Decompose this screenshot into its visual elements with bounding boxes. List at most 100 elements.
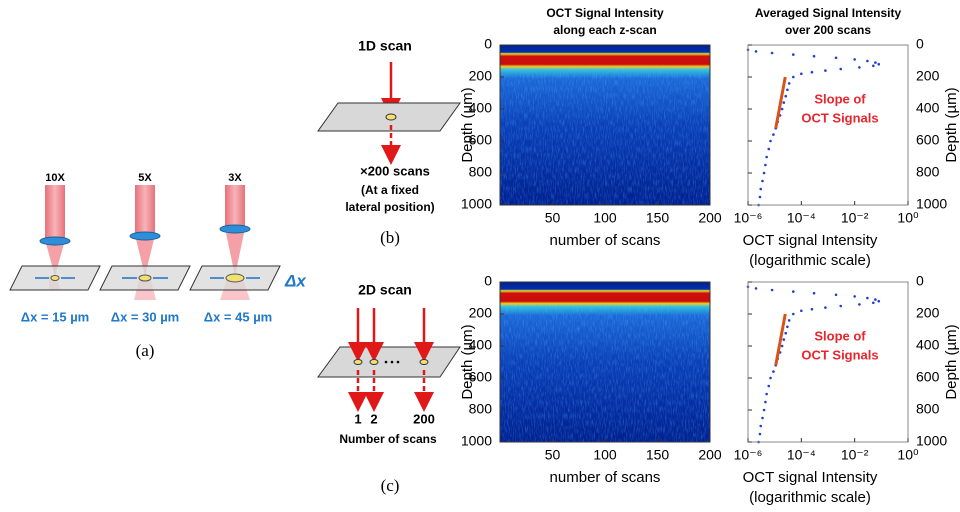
x-tick-label: 200 bbox=[698, 210, 722, 226]
plot-frame bbox=[747, 44, 909, 206]
chart-title: OCT Signal Intensity bbox=[546, 6, 664, 20]
annotation: OCT Signals bbox=[801, 347, 878, 362]
data-point bbox=[800, 72, 803, 76]
y-tick-label: 1000 bbox=[461, 433, 492, 449]
data-point bbox=[759, 424, 763, 428]
panel-title: 1D scan bbox=[358, 38, 412, 54]
x-axis-label: (logarithmic scale) bbox=[749, 489, 871, 506]
x-axis-label: number of scans bbox=[550, 232, 661, 249]
annotation: OCT Signals bbox=[801, 110, 878, 125]
data-point bbox=[770, 288, 774, 292]
chart-title: along each z-scan bbox=[553, 23, 656, 37]
data-point bbox=[800, 309, 803, 313]
y-axis-label: Depth (µm) bbox=[459, 87, 476, 162]
data-point bbox=[780, 107, 784, 111]
x-tick-label: 50 bbox=[545, 210, 561, 226]
data-point bbox=[787, 319, 791, 322]
data-point bbox=[872, 64, 875, 68]
x-tick-label: 10⁻⁴ bbox=[787, 210, 816, 226]
slope-line bbox=[774, 313, 787, 366]
y-tick-label: 600 bbox=[916, 132, 940, 148]
data-point bbox=[767, 384, 771, 388]
repeat-label: ×200 scans bbox=[360, 163, 430, 178]
data-point bbox=[812, 54, 816, 58]
chart-title: over 200 scans bbox=[785, 23, 871, 37]
data-point bbox=[810, 70, 814, 74]
x-tick-label: 100 bbox=[593, 210, 617, 226]
data-point bbox=[770, 51, 774, 55]
y-tick-label: 1000 bbox=[461, 196, 492, 212]
x-tick-label: 10⁻² bbox=[841, 210, 869, 226]
data-point bbox=[834, 56, 838, 60]
y-tick-label: 0 bbox=[916, 273, 924, 289]
delta-x-symbol: Δx bbox=[284, 271, 307, 290]
x-tick-label: 10⁰ bbox=[897, 210, 919, 226]
y-tick-label: 200 bbox=[916, 305, 940, 321]
data-point bbox=[786, 88, 789, 92]
data-point bbox=[858, 66, 861, 69]
data-point bbox=[769, 139, 772, 143]
data-point bbox=[792, 290, 795, 293]
x-tick-label: 100 bbox=[593, 447, 617, 463]
data-point bbox=[787, 82, 791, 85]
data-point bbox=[866, 59, 869, 63]
data-point bbox=[877, 299, 881, 303]
objective-label: 5X bbox=[138, 172, 152, 184]
data-point bbox=[780, 344, 784, 348]
y-tick-label: 600 bbox=[469, 369, 493, 385]
panel-b: 1D scan ×200 scans (At a fixed lateral p… bbox=[317, 38, 461, 247]
slope-line bbox=[774, 76, 787, 129]
panel-c: 2D scan 1 2 200 Number of scans (c) bbox=[317, 282, 461, 495]
x-tick-label: 150 bbox=[646, 447, 670, 463]
panel-a: 10X 5X 3X Δx Δx = 15 µm Δx = 30 µm Δx = … bbox=[9, 172, 307, 360]
y-tick-label: 0 bbox=[484, 273, 492, 289]
data-point bbox=[767, 147, 771, 151]
scan-label: 1 bbox=[354, 411, 361, 426]
resolution-label: Δx = 15 µm bbox=[21, 309, 90, 324]
scan-label: 2 bbox=[370, 411, 377, 426]
x-tick-label: 10⁻⁶ bbox=[734, 210, 763, 226]
data-point bbox=[877, 62, 881, 66]
y-tick-label: 1000 bbox=[916, 196, 947, 212]
data-point bbox=[764, 163, 767, 167]
data-point bbox=[765, 155, 768, 159]
x-tick-label: 200 bbox=[698, 447, 722, 463]
x-axis-label: OCT signal Intensity bbox=[743, 232, 878, 249]
annotation: Slope of bbox=[814, 328, 866, 343]
data-point bbox=[858, 303, 861, 306]
data-point bbox=[772, 133, 775, 136]
note: (At a fixed bbox=[361, 183, 419, 197]
y-tick-label: 200 bbox=[916, 68, 940, 84]
y-tick-label: 400 bbox=[916, 337, 940, 353]
data-point bbox=[759, 187, 763, 191]
data-point bbox=[784, 94, 788, 98]
heatmap-texture bbox=[500, 67, 710, 206]
data-point bbox=[758, 432, 762, 436]
data-point bbox=[761, 416, 764, 420]
charts: OCT Signal Intensity along each z-scan 50 1… bbox=[459, 6, 960, 506]
resolution-label: Δx = 45 µm bbox=[204, 309, 273, 324]
y-tick-label: 0 bbox=[916, 36, 924, 52]
resolution-label: Δx = 30 µm bbox=[111, 309, 180, 324]
chart-title: Averaged Signal Intensity bbox=[755, 6, 902, 20]
plot-area bbox=[748, 45, 908, 205]
data-point bbox=[810, 307, 814, 311]
y-axis-label: Depth (µm) bbox=[459, 324, 476, 399]
data-point bbox=[792, 75, 795, 79]
panel-label: (a) bbox=[136, 341, 155, 360]
data-point bbox=[824, 306, 827, 309]
y-tick-label: 1000 bbox=[916, 433, 947, 449]
plot-area bbox=[748, 282, 908, 442]
data-point bbox=[792, 53, 795, 56]
data-point bbox=[874, 61, 877, 64]
data-point bbox=[839, 304, 843, 308]
objective-label: 3X bbox=[228, 172, 242, 184]
data-point bbox=[762, 408, 766, 412]
objective-label: 10X bbox=[45, 172, 65, 184]
y-tick-label: 200 bbox=[469, 68, 493, 84]
y-tick-label: 800 bbox=[469, 401, 493, 417]
data-point bbox=[874, 298, 877, 301]
x-axis-label: number of scans bbox=[550, 469, 661, 486]
y-tick-label: 400 bbox=[916, 100, 940, 116]
